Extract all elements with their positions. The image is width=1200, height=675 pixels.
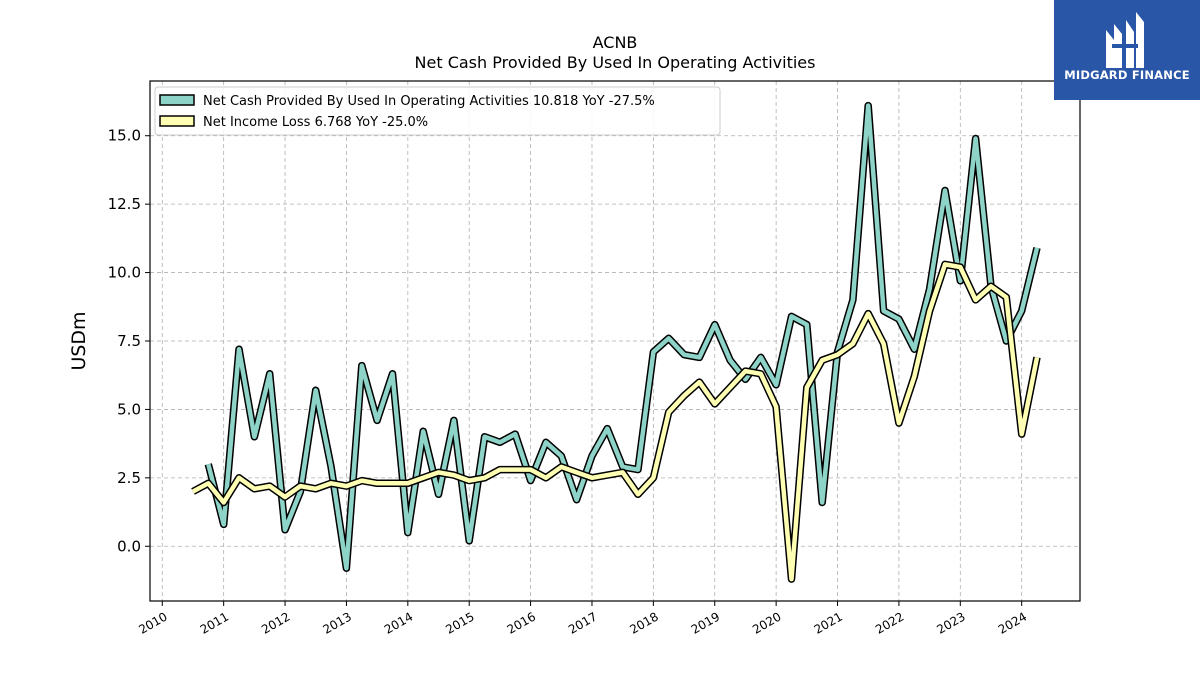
- legend-swatch-1: [159, 115, 195, 127]
- y-axis-ticks: 0.0 2.5 5.0 7.5 10.0 12.5 15.0: [108, 127, 150, 555]
- x-tick-label: 2017: [566, 609, 599, 636]
- x-tick-label: 2012: [259, 609, 292, 636]
- y-tick-label: 0.0: [117, 537, 141, 555]
- y-tick-label: 12.5: [108, 195, 141, 213]
- y-tick-label: 2.5: [117, 469, 141, 487]
- legend-label-1: Net Income Loss 6.768 YoY -25.0%: [203, 115, 428, 130]
- x-tick-label: 2021: [812, 609, 845, 636]
- chart-subtitle: Net Cash Provided By Used In Operating A…: [415, 53, 816, 72]
- legend-label-0: Net Cash Provided By Used In Operating A…: [203, 94, 655, 109]
- x-tick-label: 2022: [873, 609, 906, 636]
- x-tick-label: 2020: [750, 609, 783, 636]
- y-axis-label: USDm: [68, 311, 90, 370]
- x-tick-label: 2013: [320, 609, 353, 636]
- x-tick-label: 2018: [627, 609, 660, 636]
- x-axis-ticks: 2010 2011 2012 2013 2014 2015 2016 2017 2018 2019…: [136, 601, 1029, 637]
- legend-box: [154, 86, 721, 136]
- y-tick-label: 15.0: [108, 127, 141, 145]
- x-tick-label: 2010: [136, 609, 169, 636]
- y-tick-label: 5.0: [117, 400, 141, 418]
- y-tick-label: 7.5: [117, 332, 141, 350]
- series-outline-0: [204, 101, 1041, 572]
- x-tick-label: 2011: [198, 609, 231, 636]
- brand-logo: MIDGARD FINANCE: [1054, 0, 1200, 100]
- x-tick-label: 2016: [505, 609, 538, 636]
- x-tick-label: 2019: [689, 609, 722, 636]
- brand-name: MIDGARD FINANCE: [1064, 68, 1190, 82]
- series-lines: [191, 101, 1041, 583]
- series-line-0: [206, 103, 1040, 571]
- x-tick-label: 2015: [443, 609, 476, 636]
- legend: Net Cash Provided By Used In Operating A…: [154, 86, 721, 136]
- y-tick-label: 10.0: [108, 264, 141, 282]
- chart-title: ACNB: [593, 33, 638, 52]
- series-line-1: [191, 262, 1040, 582]
- midgard-logo-icon: [1106, 12, 1144, 68]
- x-tick-label: 2024: [996, 609, 1029, 636]
- x-tick-label: 2023: [934, 609, 967, 636]
- x-tick-label: 2014: [382, 609, 415, 636]
- legend-swatch-0: [159, 94, 195, 106]
